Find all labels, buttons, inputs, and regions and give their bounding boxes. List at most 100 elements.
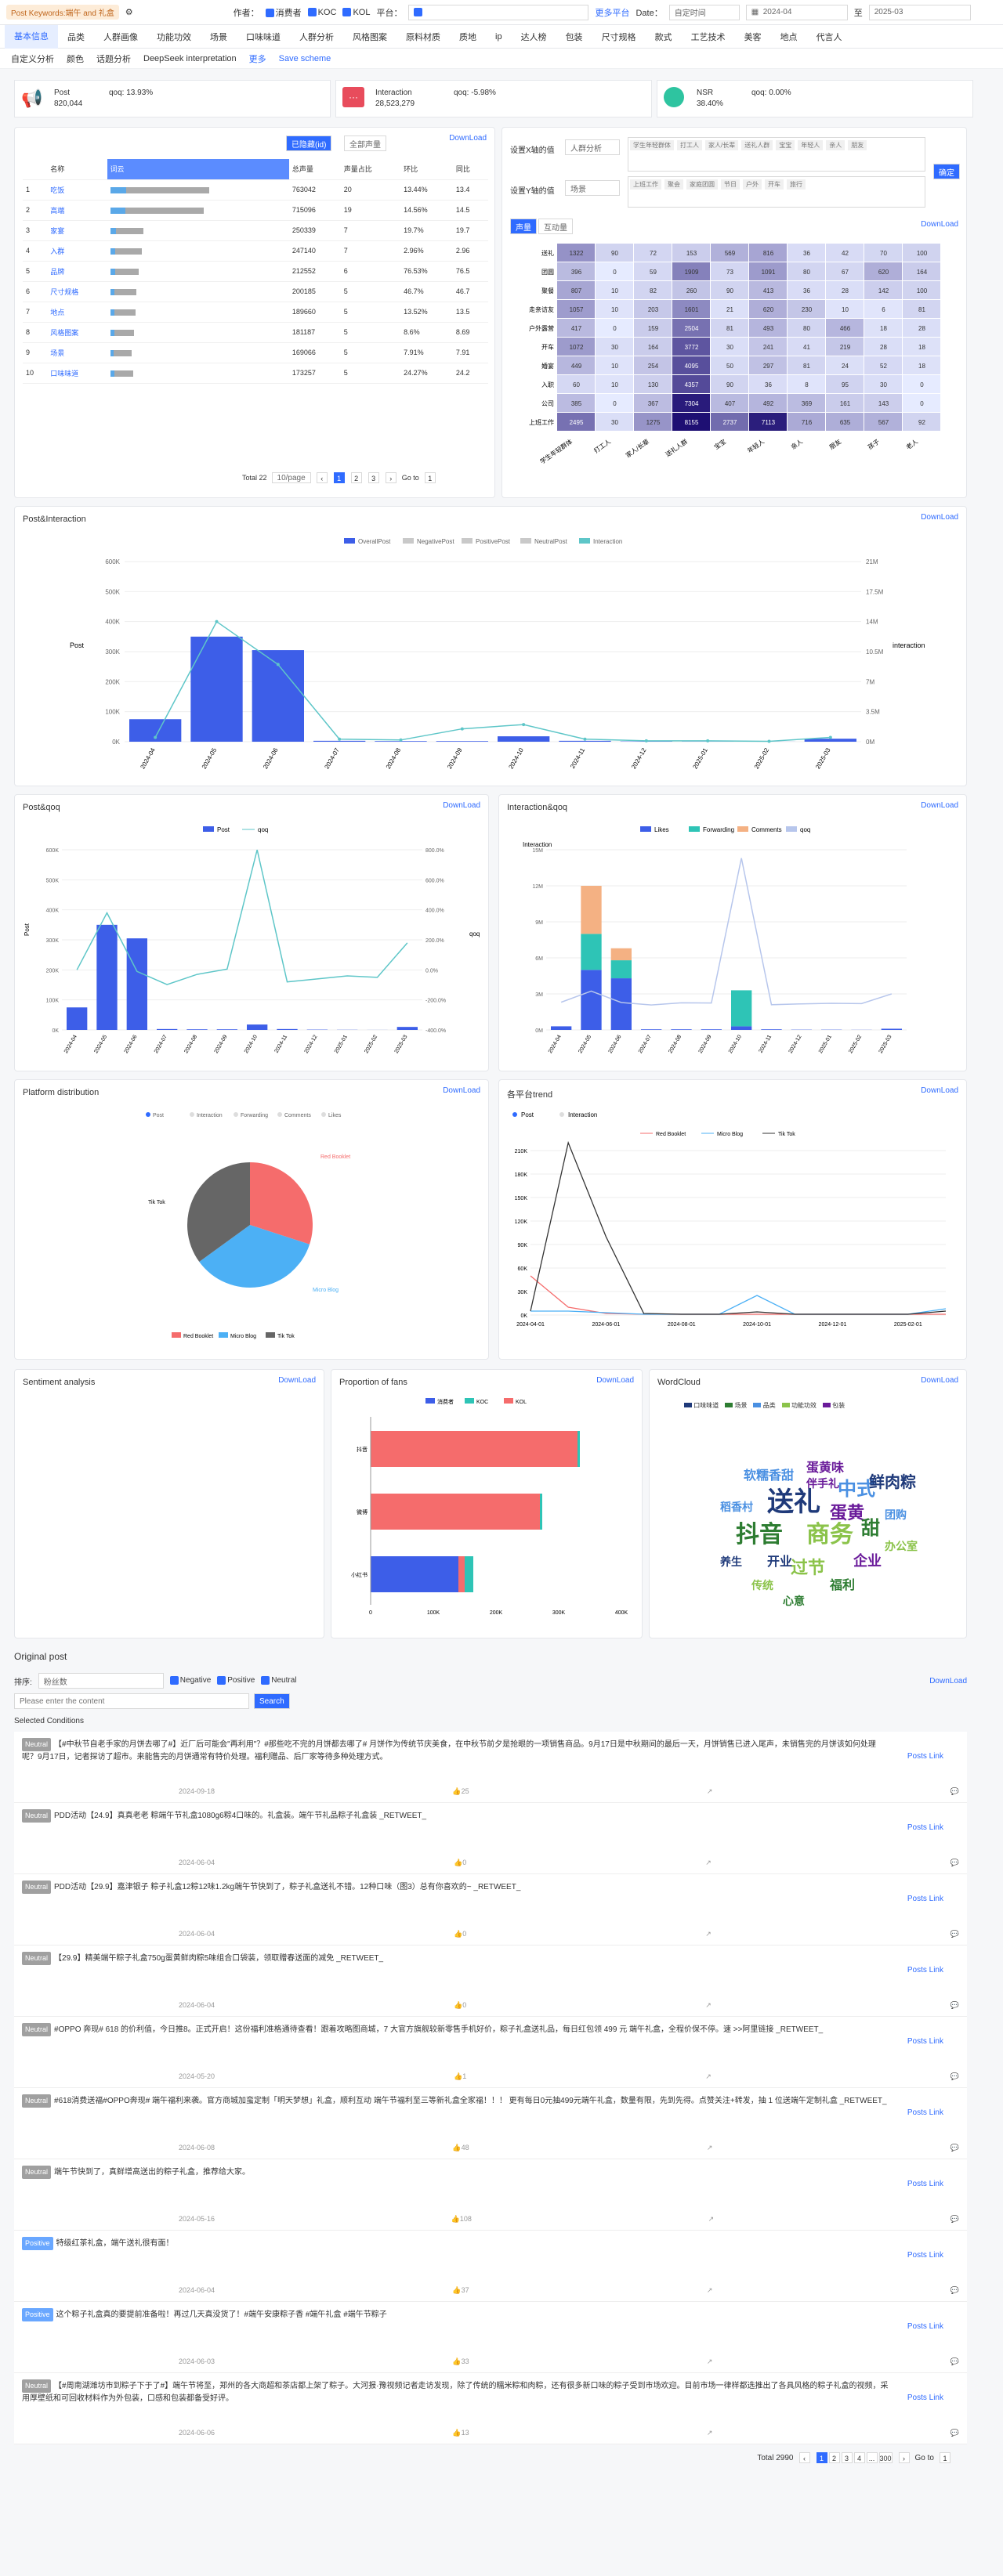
keyword-link[interactable]: 地点 [47,302,107,323]
tab-3[interactable]: 功能功效 [157,32,191,42]
tab-8[interactable]: 原料材质 [406,32,440,42]
tab-1[interactable]: 品类 [67,32,85,42]
next-page[interactable]: › [385,472,396,483]
download-link[interactable]: DownLoad [921,801,958,810]
download-link[interactable]: DownLoad [921,513,958,522]
table-row[interactable]: 10 口味味道 173257 5 24.27% 24.2 [23,363,488,384]
share-icon[interactable]: ↗ [706,2144,713,2151]
share-icon[interactable]: ↗ [706,2357,713,2365]
tag-chip[interactable]: 聚会 [664,179,683,190]
keyword-link[interactable]: 风格图案 [47,322,107,343]
tab-9[interactable]: 质地 [459,32,476,42]
tab-14[interactable]: 款式 [654,32,672,42]
page-1[interactable]: 1 [816,2452,827,2463]
posts-link[interactable]: Posts Link [907,2322,943,2331]
x-tags[interactable]: 学生年轻群体 打工人 家人/长辈 送礼人群 宝宝 年轻人 亲人 朋友 [628,137,925,172]
keyword-link[interactable]: 吃饭 [47,179,107,201]
comment-icon[interactable]: 💬 [950,2286,959,2294]
download-link[interactable]: DownLoad [449,134,487,143]
table-row[interactable]: 2 高端 715096 19 14.56% 14.5 [23,200,488,221]
download-link[interactable]: DownLoad [921,220,958,229]
next-page[interactable]: › [898,2452,910,2463]
posts-link[interactable]: Posts Link [907,2394,943,2402]
date-from-input[interactable]: ▦ 2024-04 [745,4,848,20]
filter-neutral[interactable]: Neutral [261,1676,297,1685]
download-link[interactable]: DownLoad [921,1086,958,1095]
tab-15[interactable]: 工艺技术 [690,32,726,42]
save-scheme-button[interactable]: Save scheme [278,53,331,63]
comment-icon[interactable]: 💬 [950,2357,959,2365]
page-1[interactable]: 1 [333,472,345,483]
tab-more[interactable]: 更多 [248,54,266,64]
page-300[interactable]: 300 [878,2452,893,2463]
like-icon[interactable]: 👍0 [454,1930,467,1938]
like-icon[interactable]: 👍25 [452,1787,469,1795]
keyword-link[interactable]: 场景 [47,342,107,363]
filter-consumer[interactable]: 消费者 [265,6,302,19]
prev-page[interactable]: ‹ [316,472,328,483]
download-link[interactable]: DownLoad [929,1676,967,1685]
search-input[interactable] [14,1693,249,1709]
posts-link[interactable]: Posts Link [907,1966,943,1974]
comment-icon[interactable]: 💬 [950,2144,959,2151]
date-mode-select[interactable]: 自定时间 [668,4,740,20]
tab-18[interactable]: 代言人 [816,32,842,42]
page-...[interactable]: ... [866,2452,878,2463]
volume-select[interactable]: 全部声量 [344,135,386,151]
table-row[interactable]: 1 吃饭 763042 20 13.44% 13.4 [23,179,488,201]
y-tags[interactable]: 上班工作 聚会 家庭团圆 节日 户外 开车 旅行 [628,176,925,208]
table-row[interactable]: 5 品牌 212552 6 76.53% 76.5 [23,261,488,282]
tab-11[interactable]: 达人榜 [520,32,547,42]
comment-icon[interactable]: 💬 [950,1787,959,1795]
tag-chip[interactable]: 旅行 [787,179,806,190]
tag-chip[interactable]: 年轻人 [798,140,824,150]
search-button[interactable]: Search [254,1693,290,1709]
sort-select[interactable]: 粉丝数 [38,1673,164,1689]
tab-6[interactable]: 人群分析 [299,32,334,42]
table-row[interactable]: 3 家宴 250339 7 19.7% 19.7 [23,220,488,241]
tag-chip[interactable]: 家人/长辈 [705,140,739,150]
like-icon[interactable]: 👍1 [454,2072,467,2080]
like-icon[interactable]: 👍37 [452,2286,469,2294]
comment-icon[interactable]: 💬 [950,2429,959,2437]
gear-icon[interactable]: ⚙ [125,8,133,17]
share-icon[interactable]: ↗ [705,1930,712,1938]
table-row[interactable]: 7 地点 189660 5 13.52% 13.5 [23,302,488,323]
comment-icon[interactable]: 💬 [950,1859,959,1866]
share-icon[interactable]: ↗ [706,2286,713,2294]
more-platform-link[interactable]: 更多平台 [595,8,630,18]
posts-link[interactable]: Posts Link [907,2180,943,2188]
download-link[interactable]: DownLoad [596,1376,634,1385]
tag-chip[interactable]: 亲人 [826,140,845,150]
date-end-input[interactable]: 2025-03 [868,4,971,20]
tag-chip[interactable]: 上班工作 [630,179,661,190]
tab-volume[interactable]: 声量 [510,219,537,234]
table-row[interactable]: 4 入群 247140 7 2.96% 2.96 [23,240,488,262]
filter-koc[interactable]: KOC [307,8,336,17]
like-icon[interactable]: 👍13 [452,2429,469,2437]
tab-2[interactable]: 人群画像 [103,32,138,42]
table-row[interactable]: 9 场景 169066 5 7.91% 7.91 [23,342,488,363]
x-axis-select[interactable]: 人群分析 [565,139,620,155]
posts-link[interactable]: Posts Link [907,2251,943,2260]
page-3[interactable]: 3 [368,472,379,483]
tag-chip[interactable]: 打工人 [677,140,702,150]
tab-10[interactable]: ip [495,31,502,42]
download-link[interactable]: DownLoad [921,1376,958,1385]
confirm-button[interactable]: 确定 [933,164,960,179]
tag-chip[interactable]: 送礼人群 [741,140,773,150]
keyword-link[interactable]: 口味味道 [47,363,107,384]
tag-chip[interactable]: 朋友 [848,140,867,150]
tag-chip[interactable]: 家庭团圆 [686,179,718,190]
tag-chip[interactable]: 开车 [765,179,784,190]
posts-link[interactable]: Posts Link [907,2108,943,2117]
tag-chip[interactable]: 宝宝 [776,140,795,150]
filter-kol[interactable]: KOL [342,8,370,17]
keyword-link[interactable]: 家宴 [47,220,107,241]
share-icon[interactable]: ↗ [705,2072,712,2080]
comment-icon[interactable]: 💬 [950,2001,959,2009]
share-icon[interactable]: ↗ [705,1859,712,1866]
tab-interaction[interactable]: 互动量 [538,219,573,234]
filter-negative[interactable]: Negative [169,1676,211,1685]
share-icon[interactable]: ↗ [706,1787,713,1795]
